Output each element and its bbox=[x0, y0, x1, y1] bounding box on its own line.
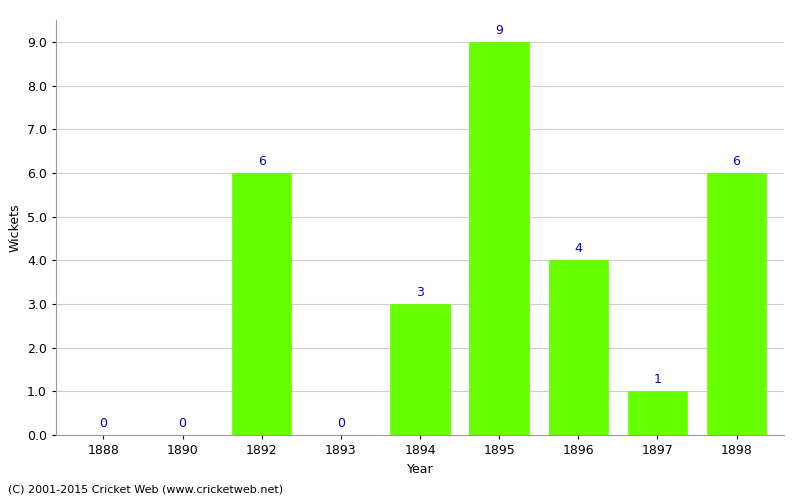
Text: 4: 4 bbox=[574, 242, 582, 255]
Text: 0: 0 bbox=[337, 417, 345, 430]
Bar bbox=[232, 173, 291, 435]
Bar bbox=[549, 260, 608, 435]
Bar bbox=[628, 392, 687, 435]
Text: 0: 0 bbox=[99, 417, 107, 430]
Bar bbox=[707, 173, 766, 435]
Text: 6: 6 bbox=[733, 154, 741, 168]
Text: 3: 3 bbox=[416, 286, 424, 298]
X-axis label: Year: Year bbox=[406, 462, 434, 475]
Bar bbox=[390, 304, 450, 435]
Text: 6: 6 bbox=[258, 154, 266, 168]
Text: 0: 0 bbox=[178, 417, 186, 430]
Bar bbox=[470, 42, 529, 435]
Text: 9: 9 bbox=[495, 24, 503, 36]
Y-axis label: Wickets: Wickets bbox=[9, 203, 22, 252]
Text: 1: 1 bbox=[654, 373, 662, 386]
Text: (C) 2001-2015 Cricket Web (www.cricketweb.net): (C) 2001-2015 Cricket Web (www.cricketwe… bbox=[8, 485, 283, 495]
